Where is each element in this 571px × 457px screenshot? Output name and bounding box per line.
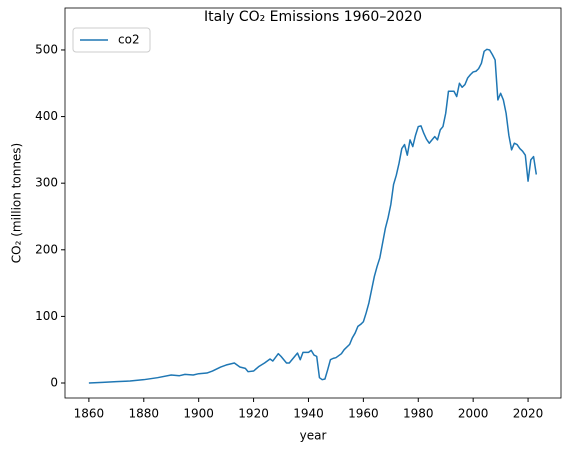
y-axis-label: CO₂ (million tonnes) [10,143,24,264]
y-tick-label: 200 [35,242,58,256]
x-tick-label: 1900 [183,407,214,421]
x-tick-label: 1920 [238,407,269,421]
chart-title: Italy CO₂ Emissions 1960–2020 [204,9,422,25]
plot-frame [64,7,562,399]
x-tick-label: 1940 [293,407,324,421]
x-tick-label: 1960 [348,407,379,421]
x-axis-label: year [300,429,327,443]
x-tick-label: 2000 [458,407,489,421]
x-tick-label: 1860 [74,407,105,421]
y-tick-label: 400 [35,109,58,123]
legend-label: co2 [118,33,140,47]
y-tick-label: 500 [35,42,58,56]
legend-box [72,27,151,53]
x-tick-label: 1980 [403,407,434,421]
y-tick-label: 0 [50,376,58,390]
x-tick-label: 2020 [513,407,544,421]
y-tick-label: 100 [35,309,58,323]
y-tick-label: 300 [35,176,58,190]
x-tick-label: 1880 [129,407,160,421]
line-series [88,48,538,384]
